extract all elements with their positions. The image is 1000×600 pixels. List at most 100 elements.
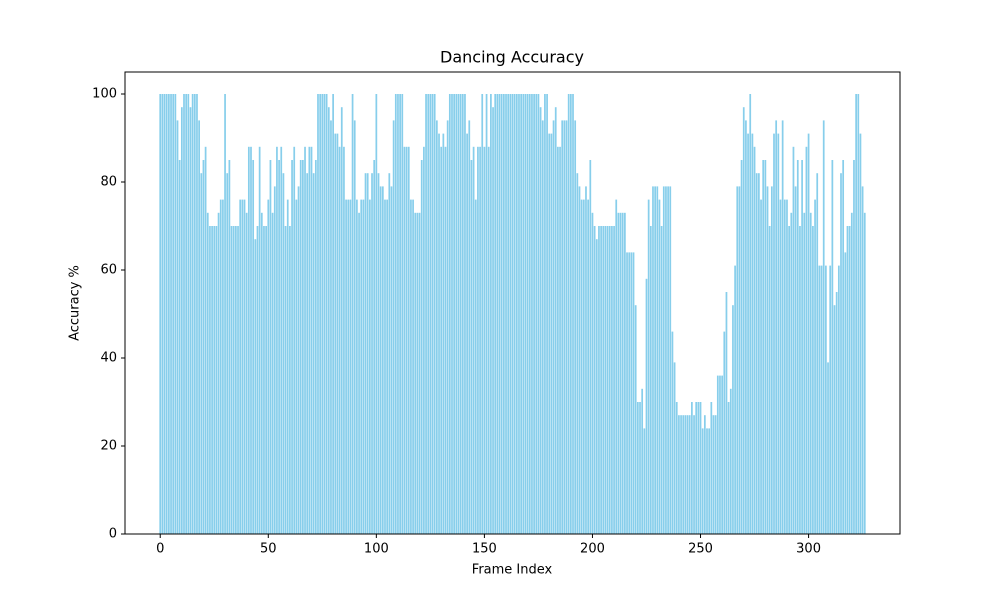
y-axis-label: Accuracy %: [68, 265, 83, 341]
bar: [263, 226, 265, 534]
bar: [232, 226, 235, 534]
y-tick-label: 20: [100, 439, 117, 454]
bar: [678, 415, 680, 534]
bar: [518, 94, 520, 534]
bar: [850, 212, 853, 535]
bar: [191, 94, 194, 534]
bar: [801, 160, 803, 534]
bar: [604, 226, 607, 534]
bar: [602, 226, 605, 534]
bar: [535, 94, 538, 534]
bar: [738, 186, 741, 534]
bar: [520, 94, 523, 534]
bar: [853, 160, 855, 534]
bar: [563, 120, 566, 535]
bar: [645, 278, 648, 534]
bar: [483, 146, 486, 535]
bar: [418, 212, 421, 535]
bar: [245, 212, 248, 535]
bar: [654, 186, 657, 534]
bar: [777, 133, 780, 534]
bar: [487, 146, 490, 535]
bar: [490, 94, 492, 534]
bar: [634, 305, 637, 534]
bar: [662, 186, 665, 534]
bar: [643, 428, 646, 534]
bar: [812, 226, 814, 534]
bar: [680, 415, 682, 534]
bar: [334, 133, 337, 534]
bar: [219, 199, 222, 534]
bar: [567, 94, 570, 534]
bar: [502, 94, 505, 534]
bar: [386, 199, 389, 534]
bar: [405, 146, 408, 535]
bar: [773, 133, 775, 534]
bar: [353, 120, 356, 535]
bar: [617, 212, 620, 535]
bar: [247, 146, 250, 535]
bar: [745, 120, 747, 535]
bar: [215, 226, 218, 534]
bar: [799, 226, 801, 534]
bar: [796, 160, 799, 534]
bar: [580, 199, 583, 534]
bar: [606, 226, 609, 534]
bar: [321, 94, 324, 534]
bar: [833, 305, 836, 534]
bar: [641, 388, 644, 534]
bar: [572, 94, 574, 534]
bar: [494, 94, 497, 534]
bar: [669, 186, 672, 534]
bar: [470, 160, 473, 534]
bar: [719, 375, 721, 534]
bar: [159, 94, 162, 534]
bar: [276, 146, 278, 535]
bar: [310, 146, 313, 535]
bar: [548, 133, 551, 534]
bar: [721, 375, 723, 534]
bar: [783, 199, 786, 534]
bar: [667, 186, 669, 534]
bar: [863, 212, 866, 535]
bar: [235, 226, 237, 534]
bar: [343, 146, 345, 535]
bar: [652, 186, 654, 534]
bar: [840, 173, 842, 534]
bar: [459, 94, 462, 534]
bar: [267, 199, 270, 534]
bar: [628, 252, 631, 534]
bar: [384, 199, 386, 534]
bar: [822, 120, 825, 535]
bar: [228, 160, 231, 534]
bar: [554, 107, 557, 534]
bar: [708, 428, 711, 534]
bar: [859, 133, 862, 534]
bar: [209, 226, 211, 534]
y-tick-label: 40: [100, 351, 117, 366]
bar: [500, 94, 503, 534]
bar: [366, 173, 369, 534]
bar: [250, 146, 252, 535]
bar: [429, 94, 432, 534]
bar: [779, 199, 782, 534]
bar: [241, 199, 244, 534]
bar: [533, 94, 535, 534]
bar: [781, 120, 784, 535]
y-tick-label: 0: [109, 527, 117, 542]
bar: [675, 402, 678, 534]
bar: [317, 94, 319, 534]
bar: [368, 199, 371, 534]
bar: [183, 94, 185, 534]
bar: [857, 94, 860, 534]
bar: [496, 94, 499, 534]
bar: [693, 415, 695, 534]
bar: [619, 212, 622, 535]
bar: [630, 252, 633, 534]
bar: [736, 186, 739, 534]
bar: [522, 94, 525, 534]
bar: [505, 94, 507, 534]
bar: [805, 146, 808, 535]
bar: [768, 226, 771, 534]
bar: [574, 120, 577, 535]
